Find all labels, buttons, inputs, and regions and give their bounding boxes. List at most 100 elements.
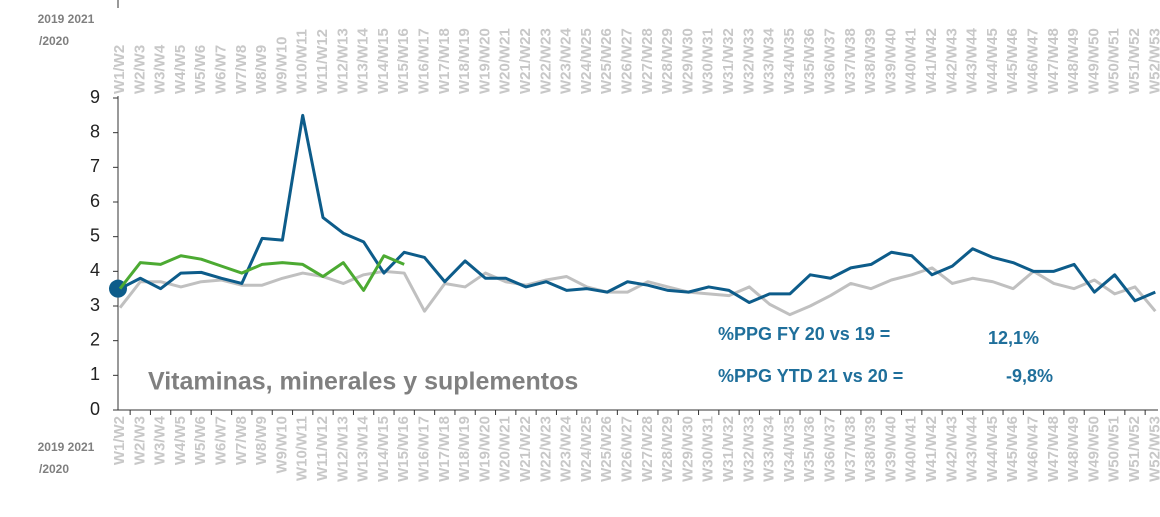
x-tick-label: W26/W27 [618,416,635,482]
x-tick-label-top: W11/W12 [314,29,331,94]
x-tick-label-top: W49/W50 [1085,28,1102,94]
x-tick-label-top: W38/W39 [862,28,879,94]
y-tick-label: 8 [90,121,100,141]
x-tick-label-top: W4/W5 [172,45,189,94]
x-tick-label: W20/W21 [497,416,514,482]
x-tick-label-top: W17/W18 [436,28,453,94]
x-tick-label: W42/W43 [943,416,960,482]
x-tick-label-top: W2/W3 [131,45,148,94]
x-tick-label-top: W28/W29 [659,28,676,94]
x-tick-label: W17/W18 [436,416,453,482]
x-tick-label: W29/W30 [679,416,696,482]
x-tick-label: W33/W34 [761,415,778,482]
x-tick-label-top: W29/W30 [679,28,696,94]
x-tick-label-top: W10/W11 [294,29,311,94]
x-tick-label-top: W26/W27 [618,28,635,94]
x-tick-label-top: W13/W14 [355,27,372,94]
x-tick-label: W9/W10 [273,416,290,474]
x-tick-label-top: W16/W17 [415,28,432,94]
x-tick-label-top: W1/W2 [111,45,128,94]
x-tick-label: W48/W49 [1065,416,1082,482]
y-tick-label: 5 [90,225,100,245]
x-tick-label: W22/W23 [537,416,554,482]
x-tick-label-top: W32/W33 [740,28,757,94]
x-tick-label: W40/W41 [903,416,920,482]
x-tick-label-top: W52/W53 [1146,28,1160,94]
x-tick-label: W34/W35 [781,416,798,482]
x-tick-label: W25/W26 [598,416,615,482]
x-tick-label: W31/W32 [720,416,737,482]
x-tick-label: W3/W4 [152,415,169,465]
x-tick-label-top: W6/W7 [212,45,229,94]
x-tick-label: W14/W15 [375,416,392,482]
y-tick-label: 4 [90,260,100,280]
y-tick-label: 1 [90,364,100,384]
x-tick-label-top: W41/W42 [923,28,940,94]
annotation: 12,1% [988,328,1039,348]
x-tick-label-top: W34/W35 [781,28,798,94]
x-tick-label-top: W37/W38 [842,28,859,94]
x-tick-label: W36/W37 [821,416,838,482]
x-tick-label: W35/W36 [801,416,818,482]
x-tick-label: W4/W5 [172,416,189,465]
x-tick-label: W13/W14 [355,415,372,482]
x-tick-label-top: W21/W22 [517,28,534,94]
annotation: %PPG FY 20 vs 19 = [718,324,890,344]
x-tick-label-top: W50/W51 [1106,28,1123,94]
x-tick-label: W5/W6 [192,416,209,465]
x-tick-label-top: W33/W34 [761,27,778,94]
x-tick-label: W30/W31 [700,416,717,482]
x-tick-label-top: W7/W8 [233,45,250,94]
x-tick-label: W2/W3 [131,416,148,465]
x-tick-label: W50/W51 [1106,416,1123,482]
x-tick-label: W28/W29 [659,416,676,482]
x-tick-label: W46/W47 [1024,416,1041,482]
x-tick-label: W38/W39 [862,416,879,482]
x-tick-label: W12/W13 [334,416,351,482]
x-tick-label: W18/W19 [456,416,473,482]
x-tick-label-top: W51/W52 [1126,28,1143,94]
x-tick-label: W11/W12 [314,416,331,481]
x-tick-label: W49/W50 [1085,416,1102,482]
x-tick-label-top: W8/W9 [253,45,270,94]
annotation: %PPG YTD 21 vs 20 = [718,366,903,386]
x-tick-label: W51/W52 [1126,416,1143,482]
x-tick-label-top: W22/W23 [537,28,554,94]
x-tick-label: W27/W28 [639,416,656,482]
x-tick-label: W43/W44 [964,415,981,482]
x-tick-label-top: W19/W20 [476,28,493,94]
x-tick-label: W1/W2 [111,416,128,465]
x-tick-label: W21/W22 [517,416,534,482]
y-tick-label: 2 [90,329,100,349]
x-tick-label-top: W39/W40 [882,28,899,94]
x-tick-label-top: W27/W28 [639,28,656,94]
x-tick-label: W52/W53 [1146,416,1160,482]
y-tick-label: 0 [90,399,100,419]
x-tick-label: W24/W25 [578,416,595,482]
x-tick-label: W41/W42 [923,416,940,482]
x-tick-label-top: W48/W49 [1065,28,1082,94]
x-tick-label-top: W42/W43 [943,28,960,94]
x-tick-label-top: W43/W44 [964,27,981,94]
x-tick-label-top: W15/W16 [395,28,412,94]
legend-label: /2020 [39,462,69,476]
x-tick-label-top: W3/W4 [152,44,169,94]
x-tick-label: W6/W7 [212,416,229,465]
x-tick-label-top: W24/W25 [578,28,595,94]
x-tick-label-top: W12/W13 [334,28,351,94]
x-tick-label: W7/W8 [233,416,250,465]
x-tick-label-top: W35/W36 [801,28,818,94]
x-tick-label-top: W20/W21 [497,28,514,94]
y-tick-label: 3 [90,295,100,315]
x-tick-label: W19/W20 [476,416,493,482]
x-tick-label-top: W14/W15 [375,28,392,94]
x-tick-label-top: W47/W48 [1045,28,1062,94]
subtitle: Vitaminas, minerales y suplementos [148,368,578,396]
x-tick-label-top: W31/W32 [720,28,737,94]
x-tick-label-top: W45/W46 [1004,28,1021,94]
x-tick-label: W23/W24 [558,415,575,482]
x-tick-label: W32/W33 [740,416,757,482]
annotation: -9,8% [1006,366,1053,386]
